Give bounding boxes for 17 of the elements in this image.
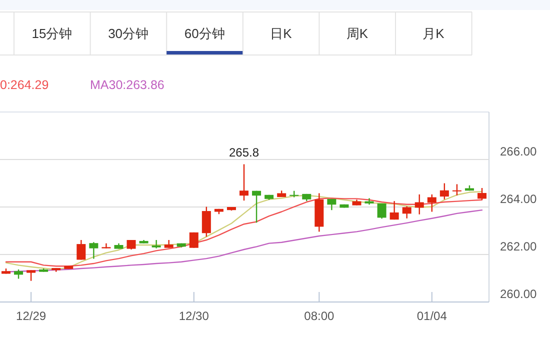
text: 30分钟 xyxy=(108,26,149,41)
x-tick-label: 12/29 xyxy=(16,309,46,323)
text: 15分钟 xyxy=(32,26,72,41)
y-tick-label: 260.00 xyxy=(500,287,538,302)
y-tick-label: 266.00 xyxy=(500,144,538,159)
y-tick-label: 264.00 xyxy=(500,192,538,206)
x-tick-label: 12/30 xyxy=(178,309,210,323)
x-tick-label: 08:00 xyxy=(304,309,334,323)
text: 0:264.29 xyxy=(0,78,49,92)
x-tick-label: 01/04 xyxy=(416,309,448,323)
text: 日K xyxy=(270,26,292,41)
text: MA30:263.86 xyxy=(90,78,164,92)
annotation: 265.8 xyxy=(228,145,260,160)
y-tick-label: 262.00 xyxy=(500,240,538,254)
text: 月K xyxy=(422,26,445,41)
text: 周K xyxy=(346,26,368,41)
text: 60分钟 xyxy=(184,26,225,41)
